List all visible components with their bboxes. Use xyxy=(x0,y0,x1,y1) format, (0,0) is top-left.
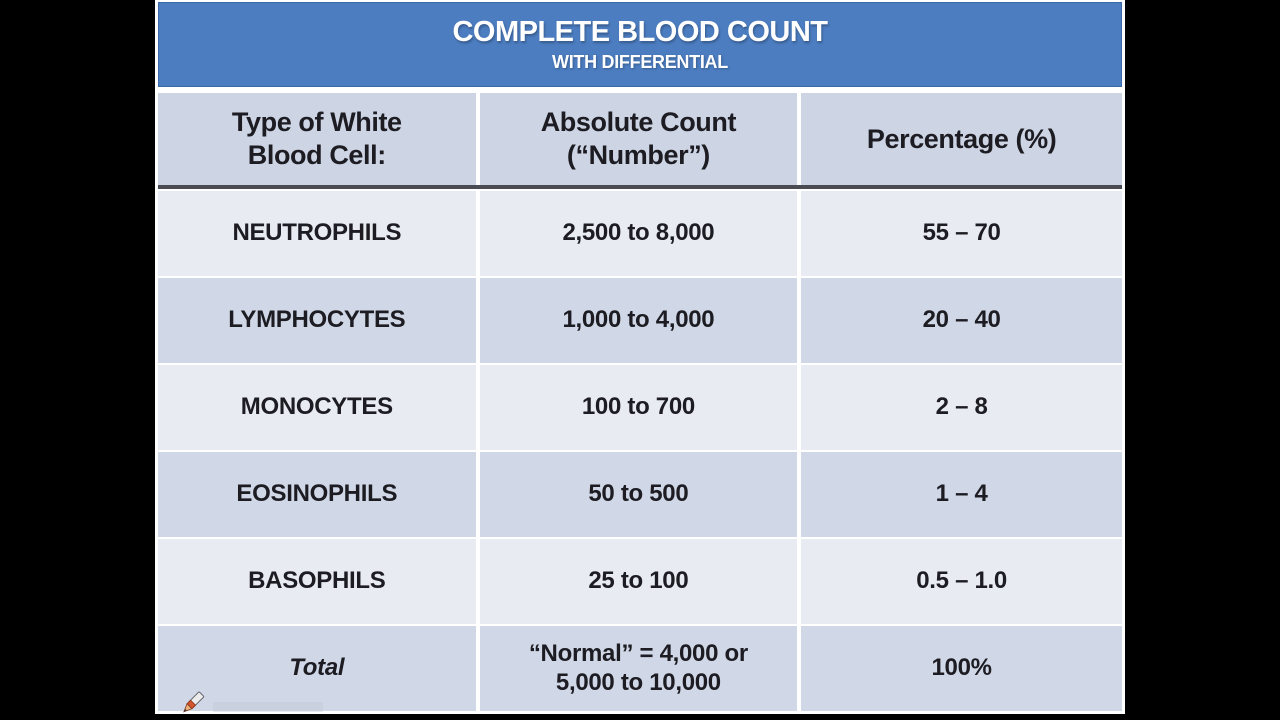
cell-wbc-type: BASOPHILS xyxy=(158,539,476,624)
cell-percentage: 1 – 4 xyxy=(801,452,1122,537)
header-percentage: Percentage (%) xyxy=(801,93,1122,185)
slide-title: COMPLETE BLOOD COUNT xyxy=(452,15,828,48)
cell-wbc-type: Total xyxy=(158,626,476,711)
cell-percentage: 100% xyxy=(801,626,1122,711)
presentation-slide: COMPLETE BLOOD COUNT WITH DIFFERENTIAL T… xyxy=(155,0,1125,714)
table-row-neutrophils: NEUTROPHILS 2,500 to 8,000 55 – 70 xyxy=(158,191,1122,276)
cell-wbc-type: MONOCYTES xyxy=(158,365,476,450)
cell-absolute-count: 100 to 700 xyxy=(479,365,798,450)
cell-percentage: 20 – 40 xyxy=(801,278,1122,363)
cell-absolute-count: 25 to 100 xyxy=(479,539,798,624)
cell-absolute-count: 2,500 to 8,000 xyxy=(479,191,798,276)
title-banner: COMPLETE BLOOD COUNT WITH DIFFERENTIAL xyxy=(158,2,1122,87)
header-absolute-count: Absolute Count (“Number”) xyxy=(479,93,798,185)
cell-wbc-type: NEUTROPHILS xyxy=(158,191,476,276)
table-row-monocytes: MONOCYTES 100 to 700 2 – 8 xyxy=(158,365,1122,450)
cell-percentage: 55 – 70 xyxy=(801,191,1122,276)
table-row-total: Total “Normal” = 4,000 or 5,000 to 10,00… xyxy=(158,626,1122,711)
table-row-lymphocytes: LYMPHOCYTES 1,000 to 4,000 20 – 40 xyxy=(158,278,1122,363)
cell-absolute-count: “Normal” = 4,000 or 5,000 to 10,000 xyxy=(479,626,798,711)
slide-subtitle: WITH DIFFERENTIAL xyxy=(552,51,728,72)
cell-percentage: 0.5 – 1.0 xyxy=(801,539,1122,624)
header-wbc-type: Type of White Blood Cell: xyxy=(158,93,476,185)
table-row-basophils: BASOPHILS 25 to 100 0.5 – 1.0 xyxy=(158,539,1122,624)
cell-percentage: 2 – 8 xyxy=(801,365,1122,450)
cell-wbc-type: LYMPHOCYTES xyxy=(158,278,476,363)
table-row-eosinophils: EOSINOPHILS 50 to 500 1 – 4 xyxy=(158,452,1122,537)
cell-wbc-type: EOSINOPHILS xyxy=(158,452,476,537)
cbc-table: Type of White Blood Cell: Absolute Count… xyxy=(158,93,1122,711)
header-divider xyxy=(158,185,1122,189)
cell-absolute-count: 50 to 500 xyxy=(479,452,798,537)
faint-watermark xyxy=(213,702,323,712)
cell-absolute-count: 1,000 to 4,000 xyxy=(479,278,798,363)
table-header-row: Type of White Blood Cell: Absolute Count… xyxy=(158,93,1122,185)
pencil-icon xyxy=(183,691,205,713)
